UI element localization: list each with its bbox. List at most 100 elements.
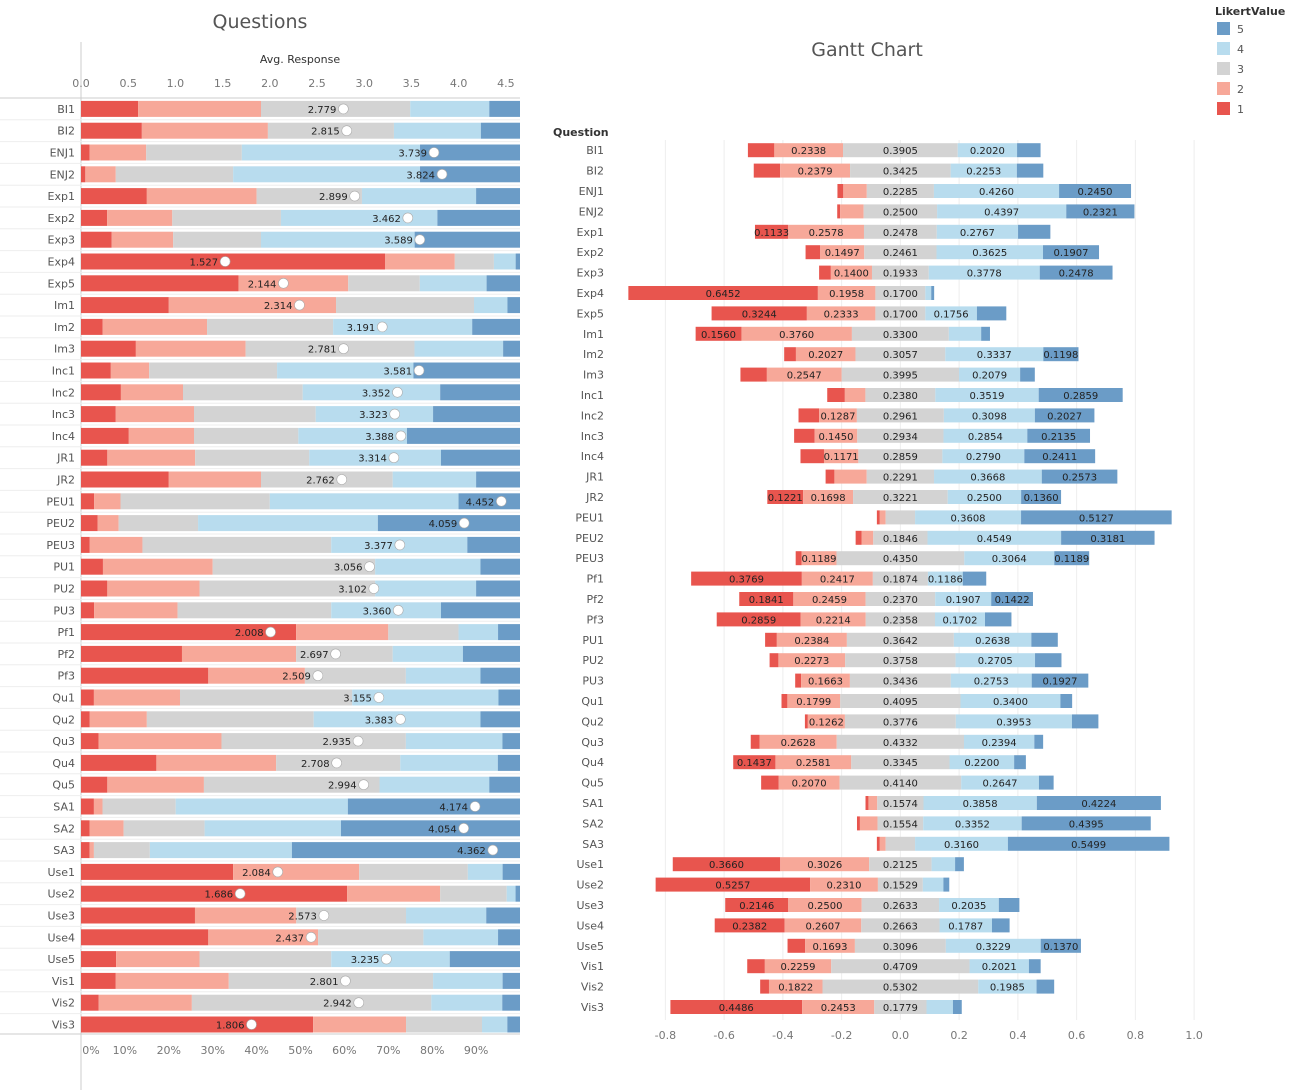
right-segment-label: 0.2500 bbox=[807, 901, 842, 912]
left-segment-4 bbox=[302, 384, 441, 401]
right-segment-3 bbox=[877, 796, 924, 810]
right-row: SA3 0.3160 0.5499 bbox=[582, 836, 1170, 851]
left-avg-label: 4.054 bbox=[428, 824, 457, 835]
right-row: Qu2 0.1262 0.3776 0.3953 bbox=[581, 714, 1099, 729]
left-segment-2 bbox=[208, 667, 305, 684]
right-segment-label: 0.3625 bbox=[972, 248, 1007, 259]
left-row-label: Exp4 bbox=[48, 256, 75, 269]
left-avg-label: 3.377 bbox=[364, 541, 393, 552]
left-avg-dot bbox=[278, 277, 289, 289]
right-row-label: PU2 bbox=[582, 654, 604, 667]
right-segment-label: 0.5257 bbox=[715, 881, 750, 892]
left-segment-2 bbox=[89, 842, 94, 859]
right-tick-label: -0.8 bbox=[655, 1029, 676, 1042]
right-segment-5 bbox=[1034, 734, 1044, 749]
left-row-label: Exp2 bbox=[48, 212, 75, 225]
right-segment-3 bbox=[885, 836, 916, 851]
right-segment-label: 0.2135 bbox=[1041, 432, 1076, 443]
left-avg-dot bbox=[341, 125, 353, 136]
left-segment-2 bbox=[233, 863, 360, 880]
right-segment-5 bbox=[1007, 836, 1170, 851]
left-segment-5 bbox=[486, 907, 520, 924]
right-segment-1 bbox=[837, 204, 841, 219]
right-row: Pf1 0.3769 0.2417 0.1874 0.1186 bbox=[586, 571, 987, 586]
right-segment-4 bbox=[961, 775, 1039, 790]
left-segment-1 bbox=[81, 449, 108, 466]
left-avg-dot bbox=[246, 1019, 257, 1030]
left-avg-label: 3.056 bbox=[334, 563, 363, 574]
right-segment-1 bbox=[753, 163, 781, 178]
left-segment-1 bbox=[81, 1016, 314, 1033]
left-segment-1 bbox=[81, 863, 234, 880]
right-segment-2 bbox=[819, 408, 857, 423]
right-segment-1 bbox=[794, 428, 815, 443]
legend-label-2: 2 bbox=[1237, 83, 1244, 96]
left-segment-4 bbox=[361, 188, 477, 205]
left-avg-dot bbox=[234, 888, 246, 900]
left-segment-3 bbox=[118, 515, 199, 532]
right-segment-label: 0.2859 bbox=[741, 615, 776, 626]
right-segment-4 bbox=[931, 857, 956, 872]
left-row-label: Qu3 bbox=[52, 735, 75, 748]
right-segment-4 bbox=[933, 184, 1060, 198]
right-segment-label: 0.2070 bbox=[792, 779, 827, 790]
left-segment-2 bbox=[94, 493, 121, 510]
right-segment-4 bbox=[959, 367, 1021, 382]
right-segment-label: 0.3337 bbox=[977, 350, 1012, 361]
right-row-label: JR1 bbox=[585, 471, 604, 484]
right-segment-2 bbox=[787, 694, 841, 708]
left-row-label: Qu2 bbox=[52, 713, 75, 726]
right-segment-2 bbox=[741, 326, 852, 341]
left-segment-5 bbox=[440, 384, 520, 401]
right-segment-4 bbox=[935, 388, 1039, 402]
left-segment-2 bbox=[89, 711, 147, 728]
right-row-label: Inc4 bbox=[581, 450, 604, 463]
left-avg-label: 2.144 bbox=[248, 279, 277, 290]
right-segment-4 bbox=[915, 510, 1022, 525]
right-segment-5 bbox=[1043, 347, 1079, 362]
right-segment-label: 0.2310 bbox=[826, 881, 861, 892]
right-segment-5 bbox=[1043, 245, 1100, 260]
left-segment-2 bbox=[98, 994, 192, 1011]
left-row: PU1 3.056 bbox=[0, 555, 520, 575]
right-segment-2 bbox=[778, 775, 840, 790]
left-avg-label: 4.059 bbox=[429, 519, 458, 530]
right-segment-label: 0.3858 bbox=[963, 799, 998, 810]
left-segment-3 bbox=[318, 929, 424, 946]
left-row-label: PU1 bbox=[53, 561, 75, 574]
right-segment-4 bbox=[936, 224, 1019, 239]
right-row: Qu4 0.1437 0.2581 0.3345 0.2200 bbox=[581, 755, 1026, 770]
right-segment-5 bbox=[1027, 428, 1091, 443]
right-row: PEU1 0.3608 0.5127 bbox=[575, 510, 1172, 525]
left-row: Inc3 3.323 bbox=[0, 402, 520, 423]
right-segment-3 bbox=[861, 918, 940, 933]
right-segment-5 bbox=[985, 612, 1012, 627]
right-row: PEU2 0.1846 0.4549 0.3181 bbox=[575, 530, 1155, 545]
right-segment-2 bbox=[807, 714, 845, 729]
right-segment-label: 0.2384 bbox=[794, 636, 829, 647]
left-segment-1 bbox=[81, 427, 129, 444]
right-segment-5 bbox=[991, 592, 1033, 606]
left-segment-4 bbox=[241, 144, 421, 161]
left-avg-dot bbox=[496, 495, 507, 507]
right-row: Use3 0.2146 0.2500 0.2633 0.2035 bbox=[576, 898, 1020, 912]
right-segment-label: 0.4397 bbox=[984, 207, 1019, 218]
right-segment-label: 0.3300 bbox=[883, 330, 918, 341]
left-row: Vis3 1.806 bbox=[0, 1013, 520, 1033]
right-segment-2 bbox=[806, 306, 876, 321]
right-segment-label: 0.1822 bbox=[778, 983, 813, 994]
right-segment-2 bbox=[861, 530, 874, 545]
right-segment-3 bbox=[851, 326, 949, 341]
left-row: PEU3 3.377 bbox=[0, 533, 520, 553]
right-segment-label: 0.2859 bbox=[1063, 391, 1098, 402]
right-segment-label: 0.3519 bbox=[970, 391, 1005, 402]
right-bottom-axis: -0.8 -0.6 -0.4 -0.2 0.0 0.2 0.4 0.6 0.8 1.0 bbox=[655, 1029, 1203, 1042]
left-row-label: Inc1 bbox=[52, 365, 75, 378]
right-segment-3 bbox=[864, 245, 937, 260]
left-segment-5 bbox=[476, 188, 520, 205]
left-avg-label: 3.589 bbox=[384, 236, 413, 247]
legend-label-1: 1 bbox=[1237, 103, 1244, 116]
right-segment-4 bbox=[945, 938, 1041, 953]
right-segment-label: 0.2607 bbox=[805, 921, 840, 932]
right-segment-4 bbox=[943, 408, 1035, 423]
